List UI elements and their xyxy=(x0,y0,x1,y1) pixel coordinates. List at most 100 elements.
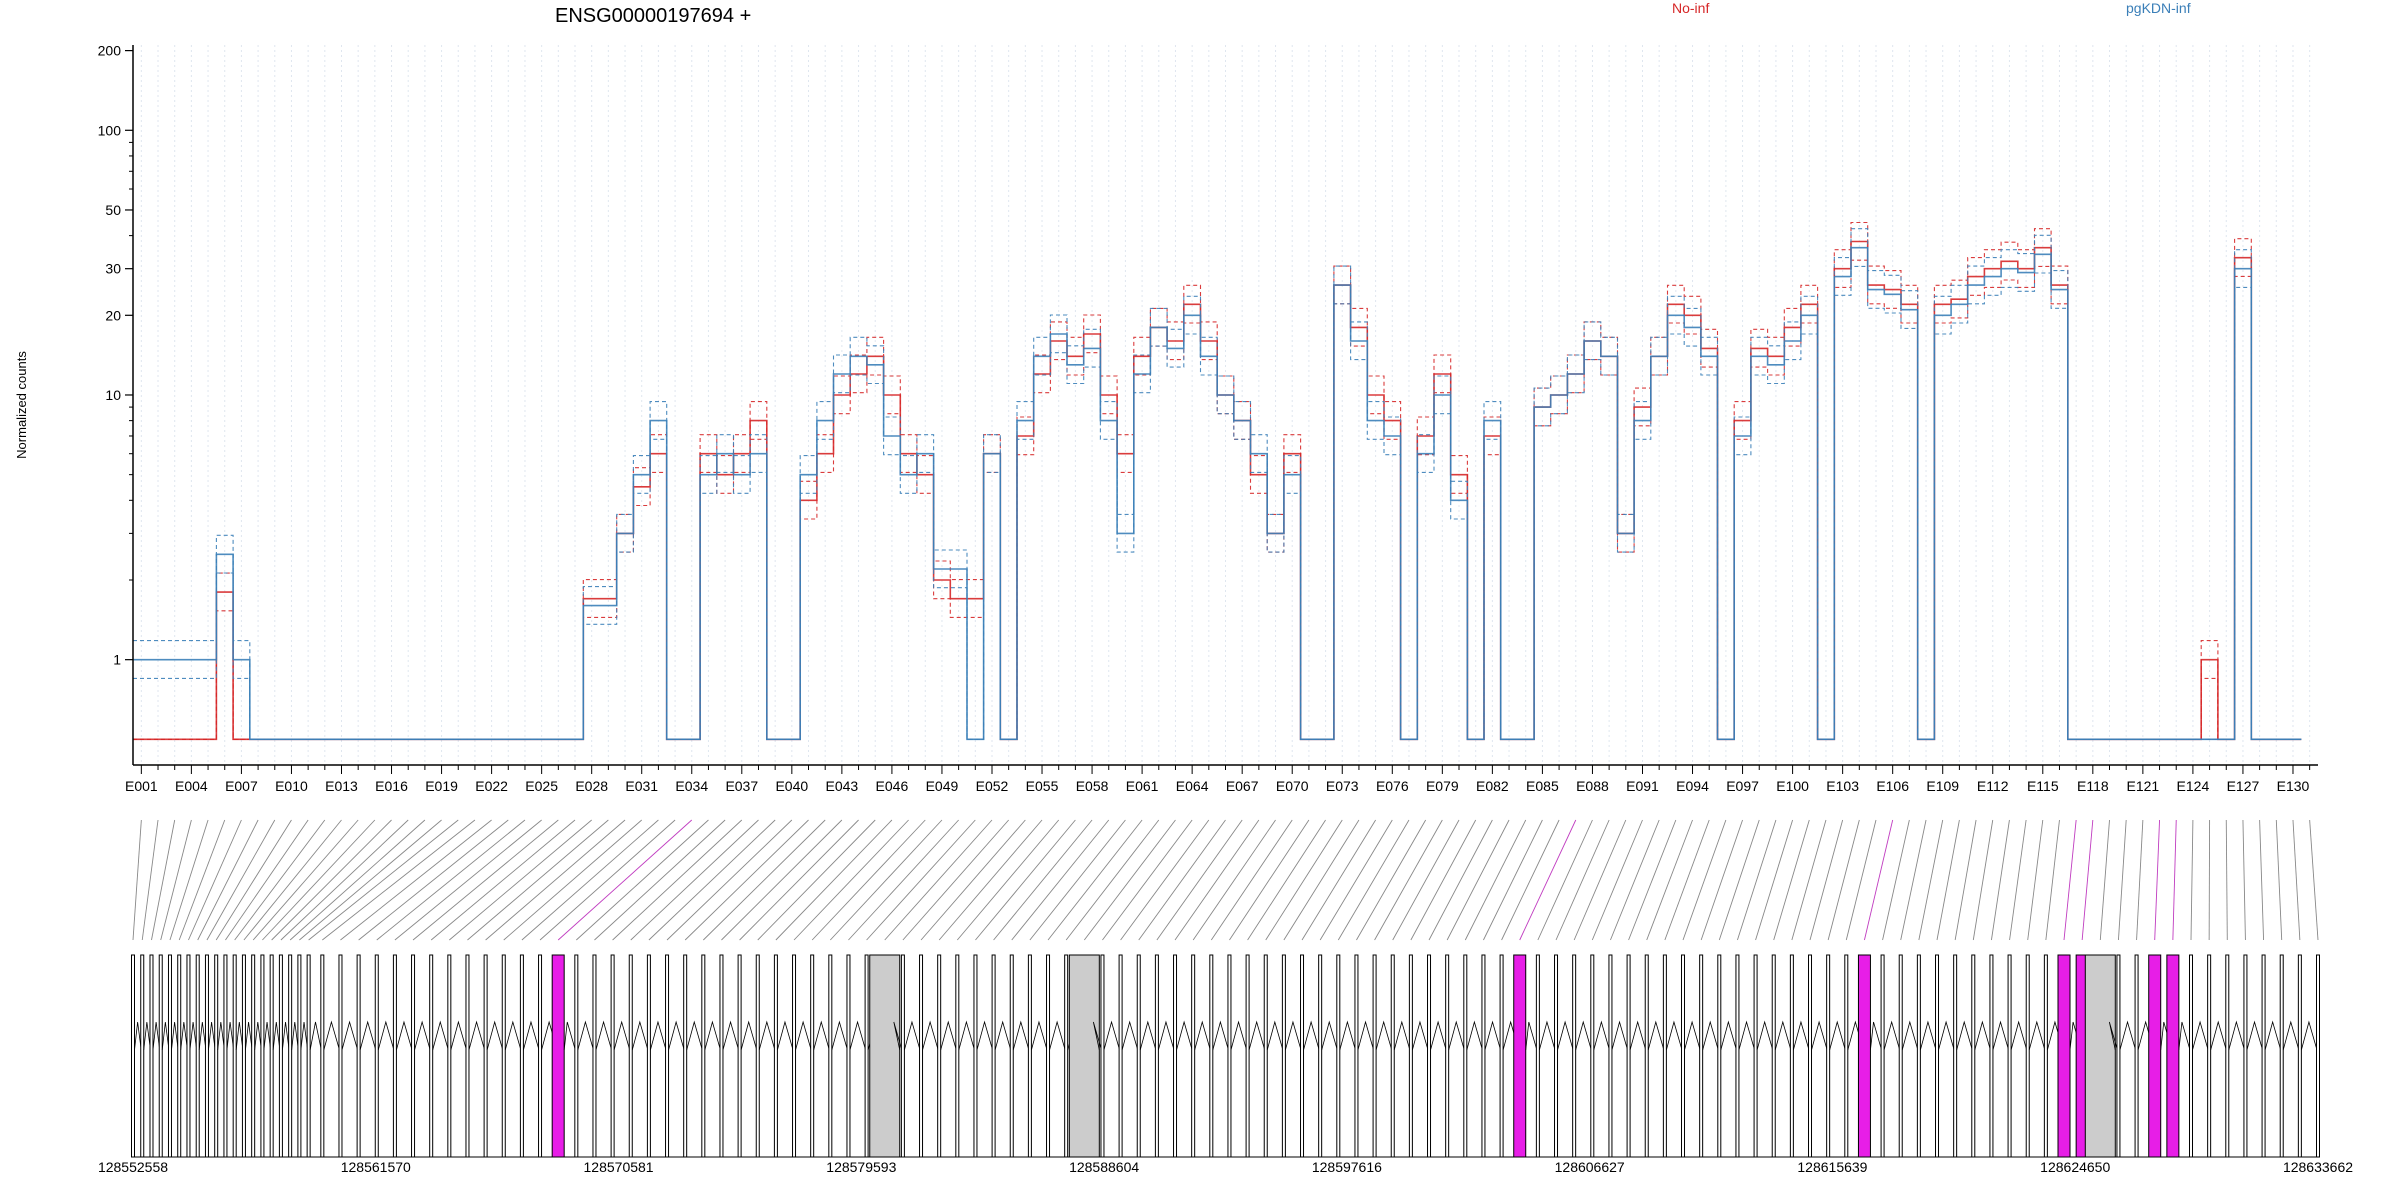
x-tick-label: E013 xyxy=(325,778,358,794)
exon-block xyxy=(1263,954,1268,1158)
connector-line xyxy=(757,819,876,941)
connector-line xyxy=(1737,819,1777,941)
exon-block xyxy=(1209,954,1214,1158)
y-tick-label: 30 xyxy=(105,261,121,277)
connector-line xyxy=(1519,819,1577,941)
connector-line xyxy=(612,819,743,941)
exon-block xyxy=(900,954,905,1158)
intron-line xyxy=(1194,1020,1211,1051)
intron-line xyxy=(1357,1020,1374,1051)
x-tick-label: E049 xyxy=(926,778,959,794)
exon-block xyxy=(1826,954,1831,1158)
series-lines xyxy=(133,221,2302,741)
connector-line xyxy=(1972,819,1994,941)
intron-line xyxy=(1720,1020,1737,1051)
connector-line xyxy=(1646,819,1693,941)
connector-line xyxy=(1029,819,1126,941)
connector-line xyxy=(956,819,1060,941)
exon-block xyxy=(2297,954,2302,1158)
intron-line xyxy=(1938,1020,1955,1051)
series-line-pgkdn-inf xyxy=(133,228,2302,740)
exon-block xyxy=(320,954,325,1158)
connector-line xyxy=(557,819,693,941)
intron-line xyxy=(1393,1020,1411,1051)
x-axis: E001 E004 E007 E010 E013 E016 E019 E022 E025 E028… xyxy=(125,764,2318,794)
intron-line xyxy=(1557,1020,1574,1051)
intron-line xyxy=(1157,1020,1175,1051)
intron-line xyxy=(1212,1020,1229,1051)
exon-block xyxy=(1644,954,1649,1158)
connector-line xyxy=(1718,819,1760,941)
exon-block xyxy=(2057,954,2071,1158)
gene-title: ENSG00000197694 + xyxy=(555,5,751,27)
connector-line xyxy=(225,819,309,941)
intron-line xyxy=(1593,1020,1610,1051)
exon-block xyxy=(1898,954,1903,1158)
genomic-tick-label: 128606627 xyxy=(1555,1159,1625,1175)
exon-block xyxy=(1753,954,1758,1158)
connector-line xyxy=(1102,819,1193,941)
connector-line xyxy=(1990,819,2010,941)
intron-line xyxy=(217,1021,225,1051)
genomic-tick-label: 128588604 xyxy=(1069,1159,1139,1175)
exon-block xyxy=(260,954,265,1158)
connector-line xyxy=(322,819,476,941)
connector-line xyxy=(1464,819,1527,941)
intron-line xyxy=(1230,1020,1247,1051)
genomic-tick-label: 128579593 xyxy=(826,1159,896,1175)
x-tick-label: E058 xyxy=(1076,778,1109,794)
exon-block xyxy=(1971,954,1976,1158)
exon-block xyxy=(2225,954,2230,1158)
exon-block xyxy=(1857,954,1871,1158)
x-tick-label: E010 xyxy=(275,778,308,794)
y-tick-label: 200 xyxy=(98,43,122,59)
intron-line xyxy=(758,1020,776,1051)
intron-line xyxy=(1974,1020,1991,1051)
exon-block xyxy=(1989,954,1994,1158)
exon-block xyxy=(1735,954,1740,1158)
exon-block xyxy=(177,954,182,1158)
exon-block xyxy=(991,954,996,1158)
connector-line xyxy=(206,819,276,941)
intron-line xyxy=(1103,1020,1120,1051)
intron-line xyxy=(2210,1020,2227,1051)
intron-line xyxy=(893,1021,903,1051)
intron-line xyxy=(523,1020,540,1051)
x-tick-label: E007 xyxy=(225,778,258,794)
exon-block xyxy=(392,954,397,1158)
intron-line xyxy=(1811,1020,1828,1051)
connector-line xyxy=(1755,819,1794,941)
exon-block xyxy=(1390,954,1395,1158)
genomic-tick-label: 128633662 xyxy=(2283,1159,2353,1175)
exon-block xyxy=(792,954,797,1158)
connector-line xyxy=(1319,819,1393,941)
exon-block xyxy=(214,954,219,1158)
intron-line xyxy=(1430,1020,1447,1051)
exon-block xyxy=(1009,954,1014,1158)
y-tick-label: 20 xyxy=(105,307,121,323)
x-tick-label: E076 xyxy=(1376,778,1409,794)
x-tick-label: E028 xyxy=(575,778,608,794)
exon-block xyxy=(1191,954,1196,1158)
exon-block xyxy=(1513,954,1527,1158)
intron-line xyxy=(2264,1020,2282,1051)
exon-block xyxy=(628,954,633,1158)
exon-block xyxy=(1699,954,1704,1158)
exon-block xyxy=(2134,954,2139,1158)
y-tick-label: 10 xyxy=(105,387,121,403)
intron-line xyxy=(134,1021,142,1051)
connector-line xyxy=(160,819,192,941)
connector-line xyxy=(271,819,392,941)
connector-line xyxy=(340,819,492,941)
x-tick-label: E001 xyxy=(125,778,158,794)
exon-block xyxy=(223,954,228,1158)
exon-block xyxy=(1554,954,1559,1158)
connector-line xyxy=(2172,819,2177,941)
intron-line xyxy=(650,1020,667,1051)
connector-line xyxy=(811,819,926,941)
exon-block xyxy=(241,954,246,1158)
exon-block xyxy=(2279,954,2284,1158)
x-tick-label: E106 xyxy=(1876,778,1909,794)
intron-line xyxy=(486,1020,504,1051)
intron-line xyxy=(1448,1020,1465,1051)
